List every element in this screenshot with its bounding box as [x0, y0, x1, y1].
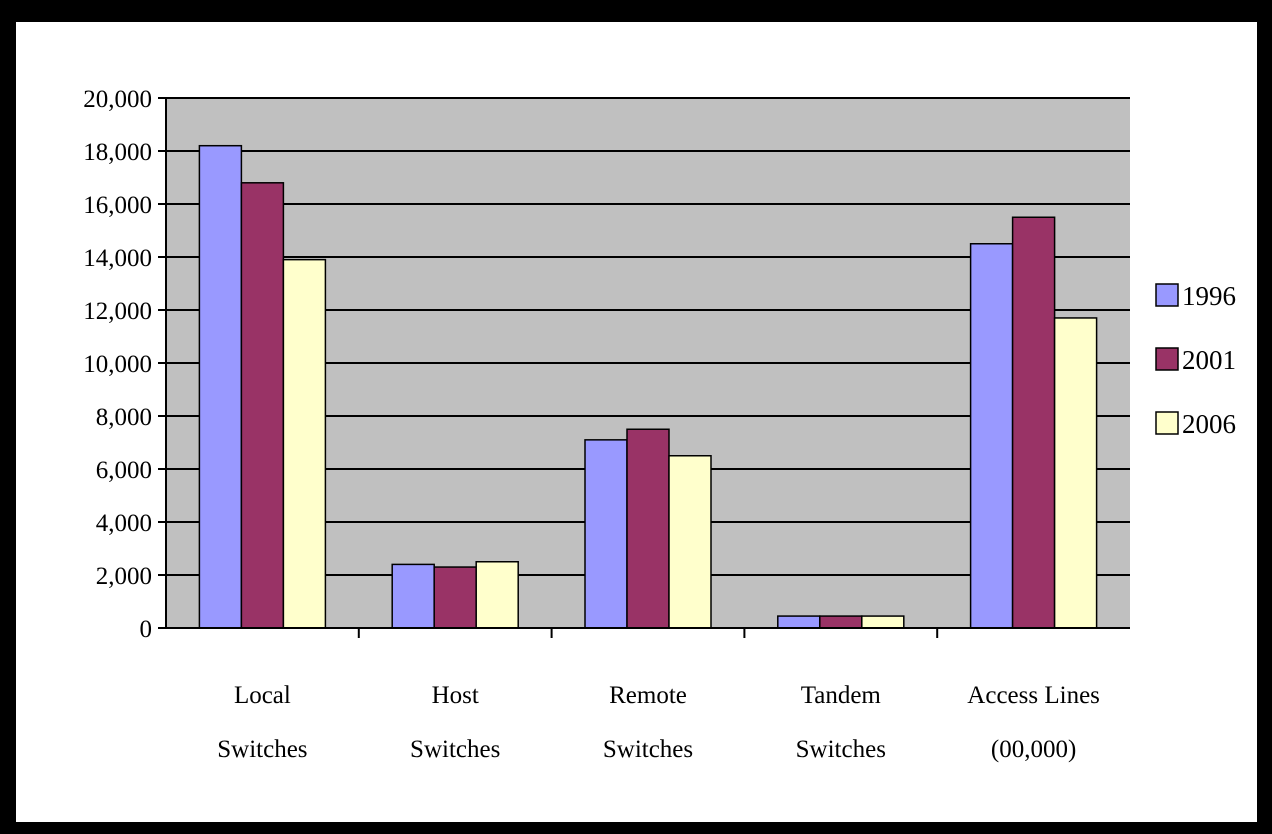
- bar-2006: [1053, 317, 1098, 629]
- category-label: Host Switches: [410, 682, 500, 763]
- legend-label-2006: 2006: [1182, 409, 1236, 439]
- y-tick-label: 0: [140, 616, 153, 643]
- y-tick-label: 20,000: [83, 86, 152, 113]
- y-tick-label: 16,000: [83, 192, 152, 219]
- category-label: Remote Switches: [603, 682, 693, 763]
- y-tick-label: 8,000: [96, 404, 152, 431]
- bar-2001: [626, 428, 670, 629]
- bar-chart: 0 2,000 4,000 6,000 8,000 10,000 12,000 14,000 1…: [83, 86, 1236, 763]
- category-labels: Local Switches Host Switches Remote Switches T…: [217, 682, 1100, 763]
- category-label: Tandem Switches: [796, 682, 886, 763]
- bar-2001: [433, 566, 477, 629]
- bar-1996: [777, 615, 821, 629]
- y-tick-label: 2,000: [96, 563, 152, 590]
- bar-2006: [282, 258, 327, 629]
- legend-swatch-2006: [1155, 411, 1179, 435]
- bar-2001: [1011, 216, 1056, 629]
- legend: 1996 2001 2006: [1155, 281, 1236, 439]
- y-tick-label: 14,000: [83, 245, 152, 272]
- bar-2006: [475, 561, 519, 629]
- y-tick-label: 4,000: [96, 510, 152, 537]
- bars: [198, 144, 1098, 629]
- bar-2001: [819, 615, 863, 629]
- bar-2006: [861, 615, 905, 629]
- legend-label-1996: 1996: [1182, 281, 1236, 311]
- bar-2001: [240, 182, 285, 629]
- legend-label-2001: 2001: [1182, 345, 1236, 375]
- y-tick-label: 6,000: [96, 457, 152, 484]
- y-tick-labels: 0 2,000 4,000 6,000 8,000 10,000 12,000 14,000 1…: [83, 86, 152, 643]
- axes: [158, 97, 1130, 638]
- legend-swatch-1996: [1155, 283, 1179, 307]
- y-tick-label: 10,000: [83, 351, 152, 378]
- bar-1996: [198, 144, 243, 629]
- y-tick-label: 18,000: [83, 139, 152, 166]
- category-label: Access Lines (00,000): [967, 682, 1100, 763]
- y-tick-label: 12,000: [83, 298, 152, 325]
- category-label: Local Switches: [217, 682, 307, 763]
- bar-1996: [969, 243, 1014, 629]
- bar-2006: [668, 455, 712, 629]
- legend-swatch-2001: [1155, 347, 1179, 371]
- bar-1996: [584, 439, 628, 629]
- bar-1996: [391, 563, 435, 629]
- chart-frame: 0 2,000 4,000 6,000 8,000 10,000 12,000 14,000 1…: [16, 22, 1257, 822]
